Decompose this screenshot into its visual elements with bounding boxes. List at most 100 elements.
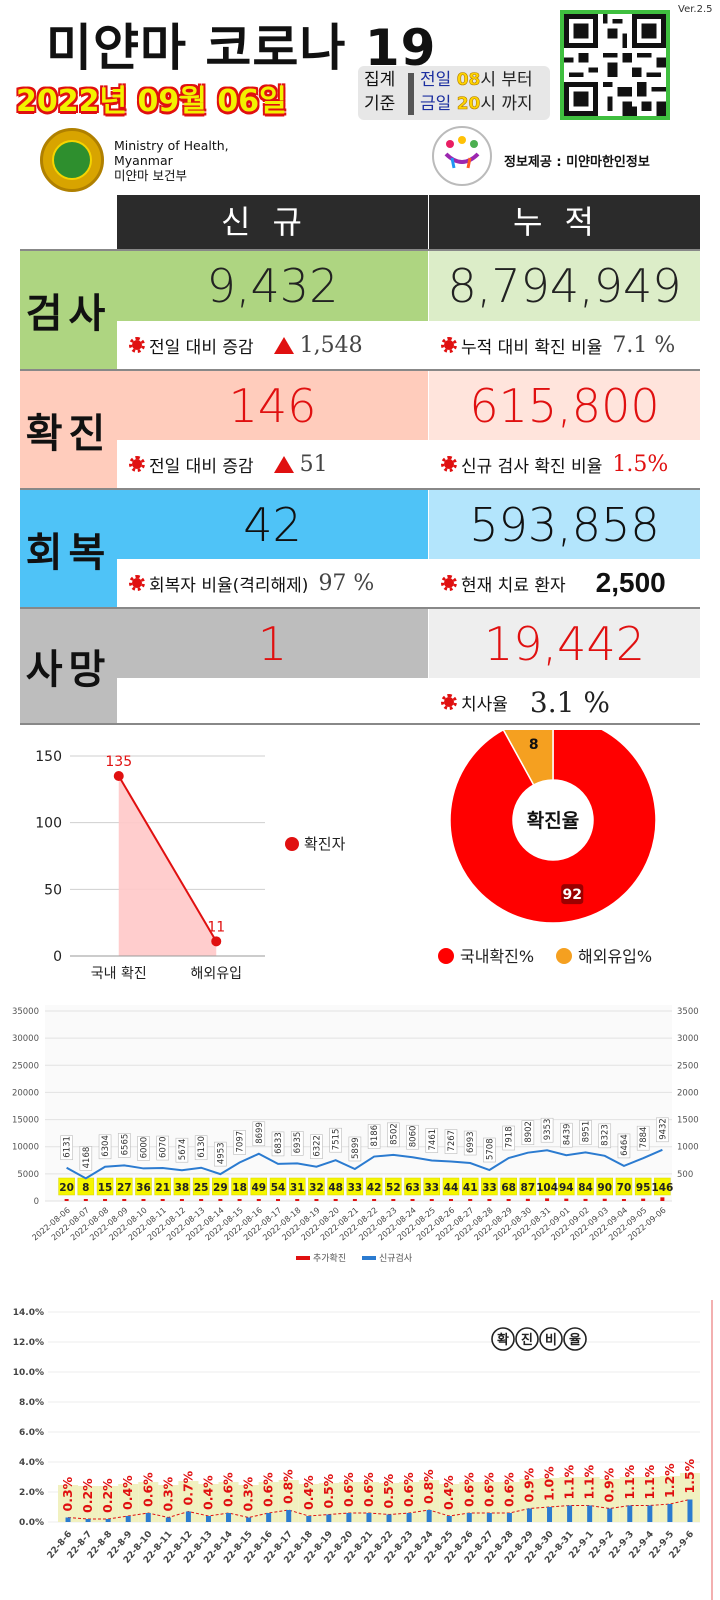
label-band <box>358 1482 379 1522</box>
title-char-bubble <box>563 1327 587 1351</box>
case-label-bg <box>654 1177 671 1196</box>
test-label: 8902 <box>524 1121 534 1143</box>
ratio-bar <box>125 1516 131 1522</box>
data-label: 0.4% <box>120 1475 135 1510</box>
legend-label: 확진자 <box>304 835 346 853</box>
test-label: 8502 <box>389 1123 399 1145</box>
data-point <box>211 936 222 947</box>
label-band <box>138 1482 159 1522</box>
case-label: 84 <box>578 1182 593 1194</box>
test-label: 7515 <box>332 1129 342 1151</box>
label-band <box>439 1484 460 1522</box>
x-tick-label: 해외유입 <box>190 966 242 982</box>
test-label: 8186 <box>370 1125 380 1147</box>
case-label-bg <box>538 1177 556 1196</box>
test-label-bg <box>329 1127 342 1153</box>
legend-label: 신규검사 <box>379 1252 413 1264</box>
y-tick-label: 30000 <box>12 1034 39 1044</box>
aggregation-label-2: 기준 <box>364 94 396 114</box>
label-band <box>579 1477 600 1522</box>
case-label: 90 <box>597 1182 612 1194</box>
test-label-bg <box>156 1135 170 1161</box>
y-tick-label: 35000 <box>12 1007 39 1017</box>
new-test-positivity-value: 1.5% <box>612 451 669 477</box>
case-label-bg <box>58 1177 75 1196</box>
case-bar <box>237 1199 242 1201</box>
case-label-bg <box>558 1177 575 1196</box>
case-label: 21 <box>155 1182 170 1194</box>
case-label: 49 <box>251 1182 266 1194</box>
case-label-bg <box>212 1177 229 1196</box>
label-band <box>639 1477 660 1522</box>
test-label: 5674 <box>178 1139 188 1161</box>
table-divider <box>20 723 700 725</box>
data-label: 0.8% <box>421 1469 436 1504</box>
test-label-bg <box>502 1125 515 1151</box>
test-label: 5708 <box>485 1138 495 1160</box>
confirmed-new-value: 146 <box>117 371 428 441</box>
ministry-name: Ministry of Health, Myanmar 미얀마 보건부 <box>114 138 229 183</box>
case-bar <box>468 1199 473 1201</box>
data-label: 0.9% <box>521 1467 536 1502</box>
test-label-bg <box>425 1128 439 1153</box>
data-label: 1.2% <box>662 1463 677 1498</box>
data-label: 1.1% <box>622 1464 637 1499</box>
case-label-bg <box>423 1177 441 1196</box>
qr-code-icon[interactable] <box>560 10 670 120</box>
ratio-bar <box>627 1505 633 1522</box>
label-band <box>318 1483 339 1522</box>
legend-label: 국내확진% <box>460 947 534 966</box>
aggregation-box <box>358 66 550 120</box>
data-label: 0.6% <box>261 1472 276 1507</box>
y-tick-label: 10000 <box>12 1143 39 1153</box>
label-band <box>58 1485 79 1522</box>
virus-icon <box>129 337 145 353</box>
test-label-bg <box>444 1129 458 1154</box>
virus-icon <box>441 337 457 353</box>
recovery-rate-value: 97 % <box>318 570 375 596</box>
legend-swatch <box>285 837 299 851</box>
label-band <box>298 1484 319 1522</box>
period-from-suffix: 시 부터 <box>480 70 533 90</box>
case-label: 41 <box>463 1182 478 1194</box>
case-label-bg <box>577 1177 594 1196</box>
data-label: 0.7% <box>180 1470 195 1505</box>
data-point <box>113 771 124 781</box>
period-to-day: 금일 <box>420 94 457 114</box>
data-label: 0.2% <box>100 1478 115 1513</box>
tests-daily-change: 전일 대비 증감 1,548 <box>117 321 428 369</box>
ratio-bar <box>567 1505 573 1522</box>
chart-title-char: 진 <box>521 1332 533 1348</box>
label-band <box>659 1476 680 1522</box>
chart-title-char: 비 <box>545 1333 557 1348</box>
legend-swatch <box>296 1256 310 1260</box>
case-label-bg <box>365 1177 383 1196</box>
test-label-bg <box>60 1135 73 1161</box>
data-label: 0.4% <box>441 1475 456 1510</box>
column-header-new: 신규 <box>117 195 428 249</box>
row-label-deaths: 사망 <box>20 609 117 723</box>
aggregation-label: 집계 기준 <box>364 68 404 116</box>
case-bar <box>487 1199 492 1201</box>
data-label: 0.8% <box>281 1469 296 1504</box>
ratio-bar <box>85 1519 91 1522</box>
data-label: 135 <box>105 754 132 770</box>
plot-area <box>45 1005 672 1201</box>
test-label-bg <box>521 1120 535 1145</box>
case-label: 38 <box>175 1182 190 1194</box>
test-label: 8951 <box>582 1121 592 1143</box>
ratio-bar <box>486 1513 492 1522</box>
ratio-bar <box>286 1510 292 1522</box>
case-label: 95 <box>636 1182 651 1194</box>
active-patients-label: 현재 치료 환자 <box>461 575 566 596</box>
deaths-cumulative-value: 19,442 <box>429 609 700 679</box>
label-band <box>178 1481 199 1522</box>
fatality-rate: 치사율 3.1 % <box>429 678 700 726</box>
label-band <box>198 1484 219 1522</box>
test-label: 6131 <box>63 1136 73 1158</box>
y2-tick-label: 3000 <box>677 1034 699 1044</box>
case-label: 87 <box>521 1182 536 1194</box>
chart-daily-tests-and-cases: 0 5000 10000 15000 20000 25000 30000 35000 500 10… <box>12 1005 699 1264</box>
title-char-bubble <box>491 1327 515 1351</box>
case-label: 68 <box>501 1182 516 1194</box>
